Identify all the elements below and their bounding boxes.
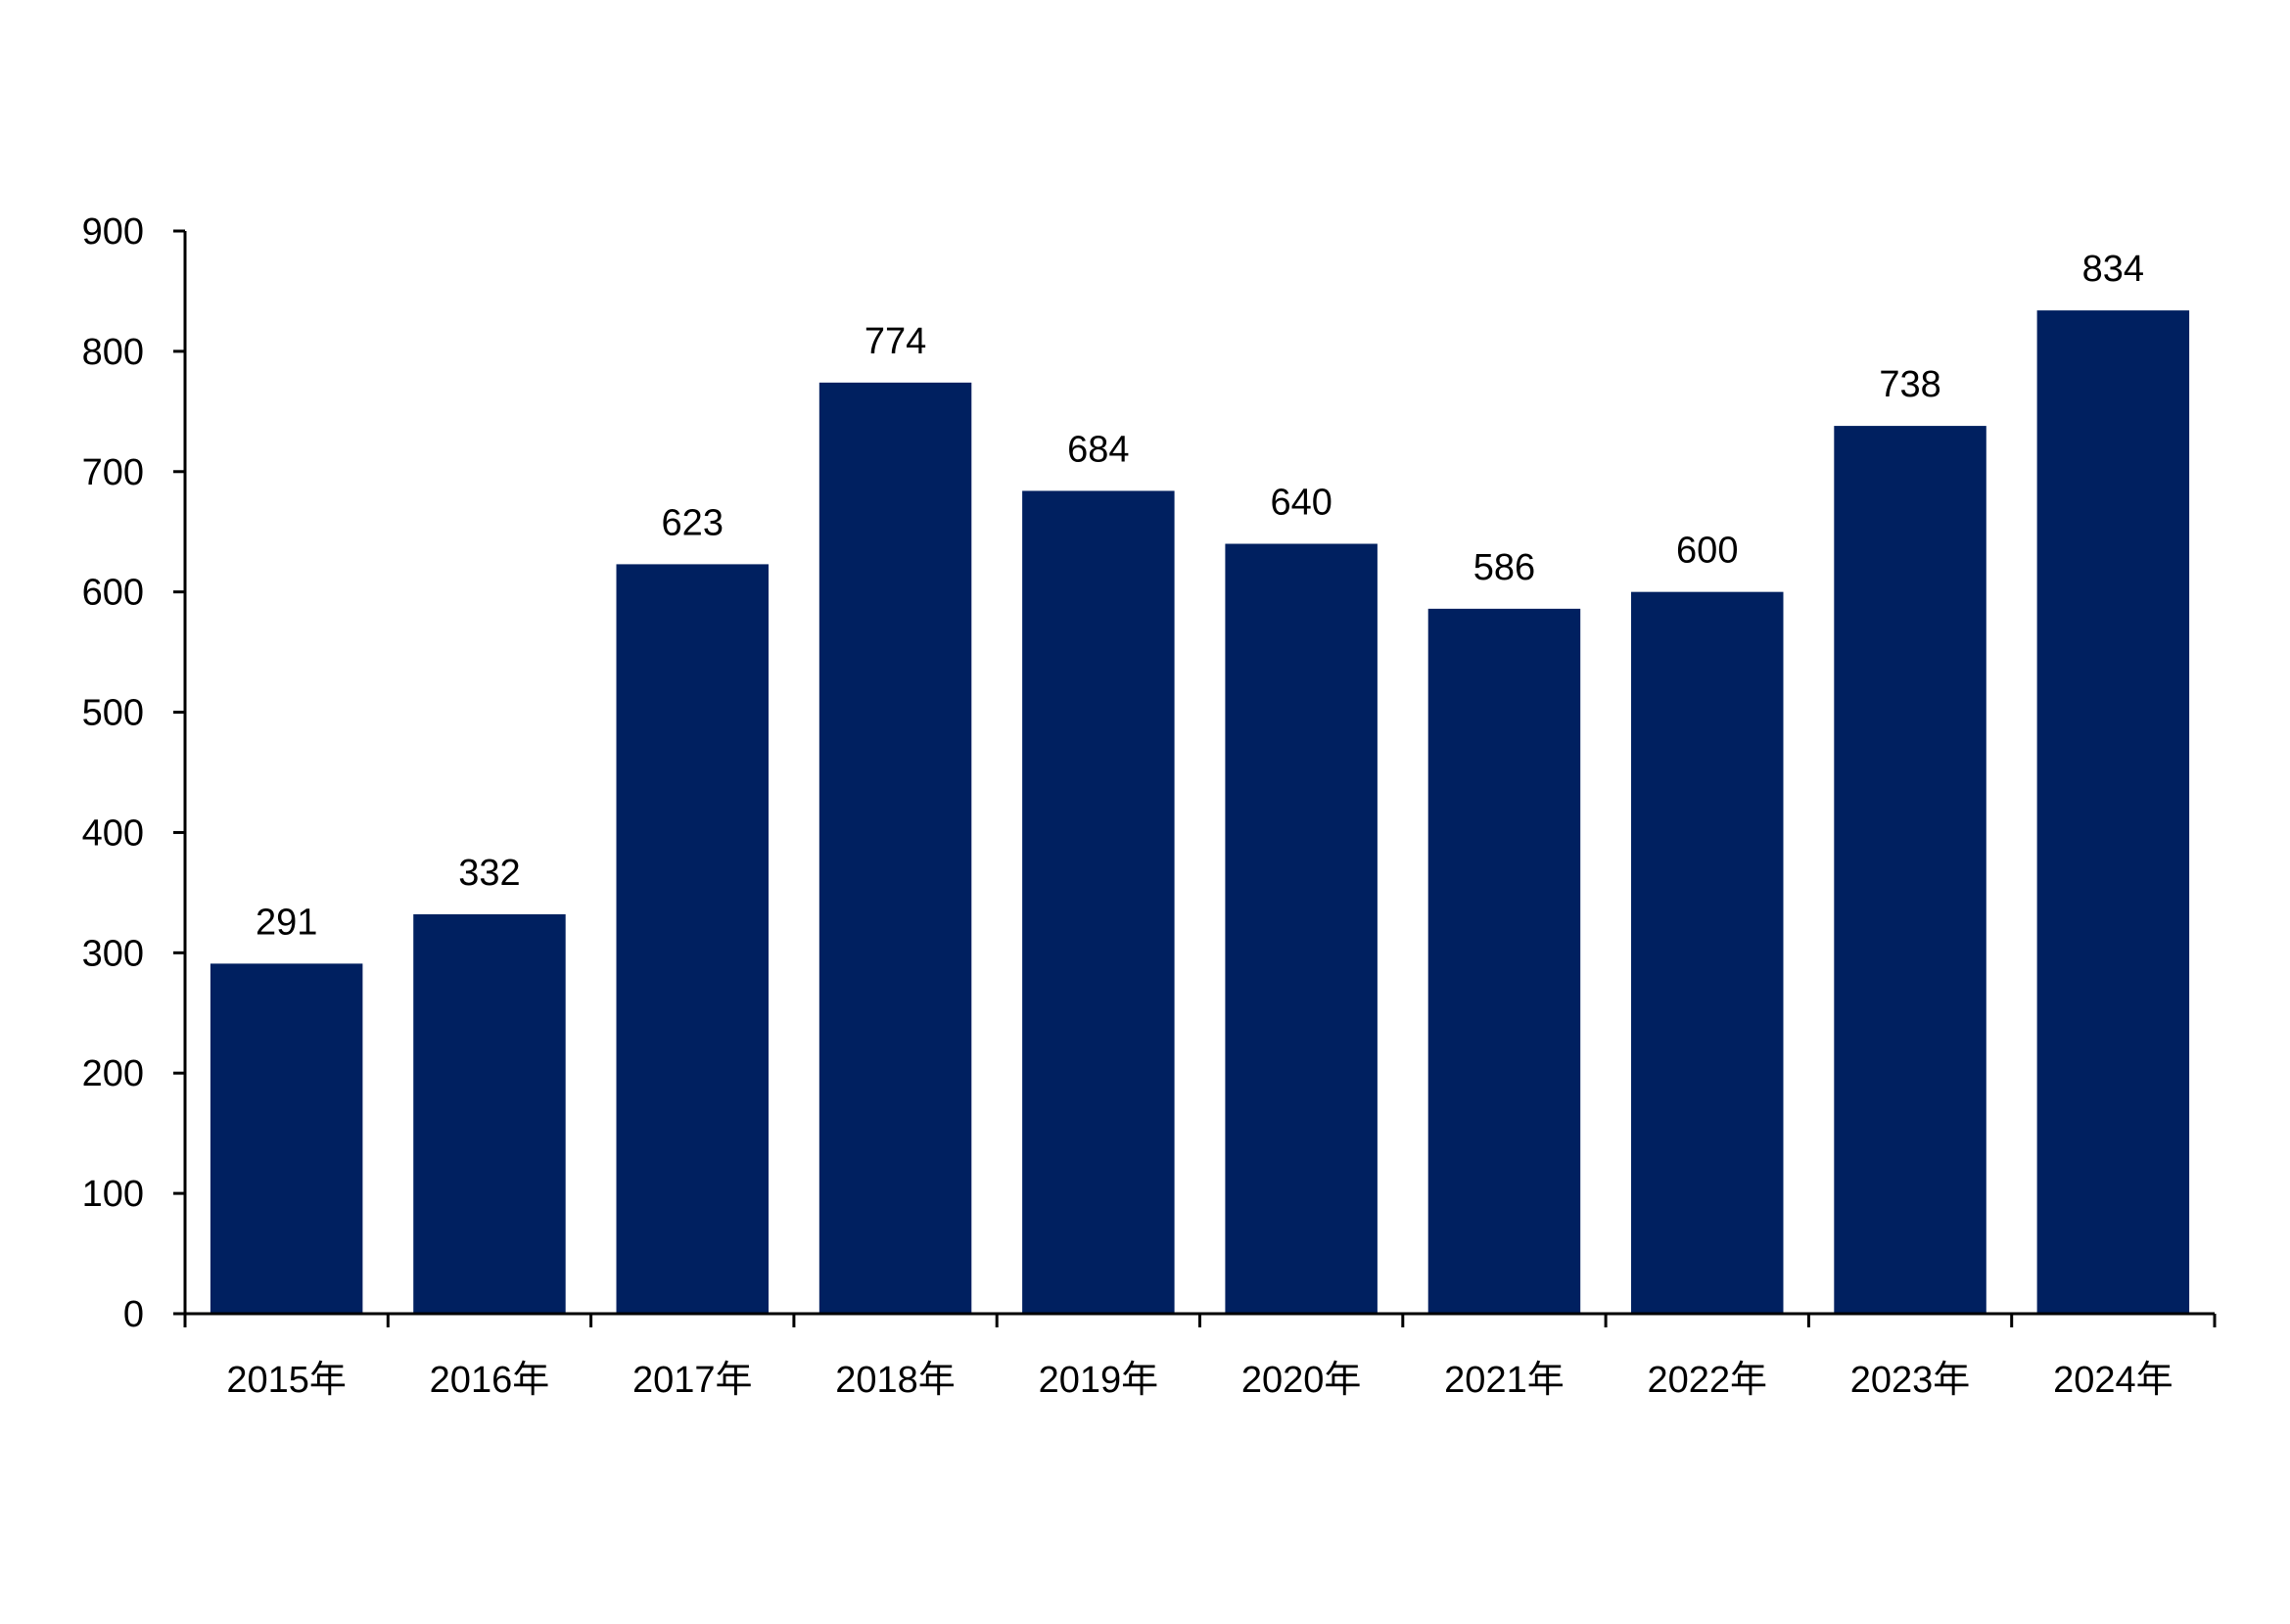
bar-2024年 (2036, 310, 2190, 1314)
y-tick-label-500: 500 (82, 693, 144, 734)
y-tick-label-900: 900 (82, 211, 144, 253)
axes-layer: 0 100 200 300 400 500 600 700 800 900 2015年 2016年 20… (82, 211, 2217, 1401)
data-label-2021年: 586 (1473, 547, 1535, 588)
data-label-2019年: 684 (1067, 429, 1129, 470)
y-tick-label-700: 700 (82, 452, 144, 493)
data-label-2023年: 738 (1879, 364, 1940, 405)
bar-2023年 (1834, 426, 1986, 1315)
x-tick-label-2018年: 2018年 (835, 1360, 956, 1401)
data-label-2022年: 600 (1676, 531, 1738, 572)
bar-2016年 (413, 914, 566, 1314)
data-label-2024年: 834 (2082, 249, 2144, 290)
bar-2019年 (1022, 490, 1175, 1314)
x-tick-label-2021年: 2021年 (1444, 1360, 1565, 1401)
bar-2021年 (1427, 608, 1581, 1314)
bars-layer (210, 310, 2190, 1315)
bar-2022年 (1631, 591, 1784, 1314)
y-tick-label-400: 400 (82, 812, 144, 854)
bar-2015年 (210, 963, 363, 1314)
y-tick-label-800: 800 (82, 332, 144, 373)
x-tick-label-2019年: 2019年 (1039, 1360, 1159, 1401)
x-tick-label-2022年: 2022年 (1647, 1360, 1767, 1401)
bar-2017年 (616, 564, 769, 1314)
data-label-2016年: 332 (458, 853, 520, 894)
y-tick-label-100: 100 (82, 1174, 144, 1215)
y-tick-label-0: 0 (123, 1294, 144, 1335)
data-label-2020年: 640 (1270, 483, 1332, 524)
bar-2020年 (1225, 543, 1378, 1314)
x-tick-label-2016年: 2016年 (430, 1360, 550, 1401)
bar-2018年 (818, 382, 972, 1315)
x-tick-label-2020年: 2020年 (1241, 1360, 1362, 1401)
x-tick-label-2015年: 2015年 (226, 1360, 347, 1401)
data-label-2017年: 623 (662, 502, 724, 543)
data-label-2018年: 774 (865, 321, 926, 362)
x-tick-label-2024年: 2024年 (2053, 1360, 2173, 1401)
x-tick-label-2017年: 2017年 (632, 1360, 753, 1401)
y-tick-label-600: 600 (82, 573, 144, 614)
x-tick-label-2023年: 2023年 (1850, 1360, 1971, 1401)
y-tick-label-300: 300 (82, 933, 144, 974)
y-tick-label-200: 200 (82, 1053, 144, 1094)
data-label-2015年: 291 (256, 902, 317, 943)
data-labels-layer: 291 332 623 774 684 640 586 600 738 834 (256, 249, 2144, 943)
